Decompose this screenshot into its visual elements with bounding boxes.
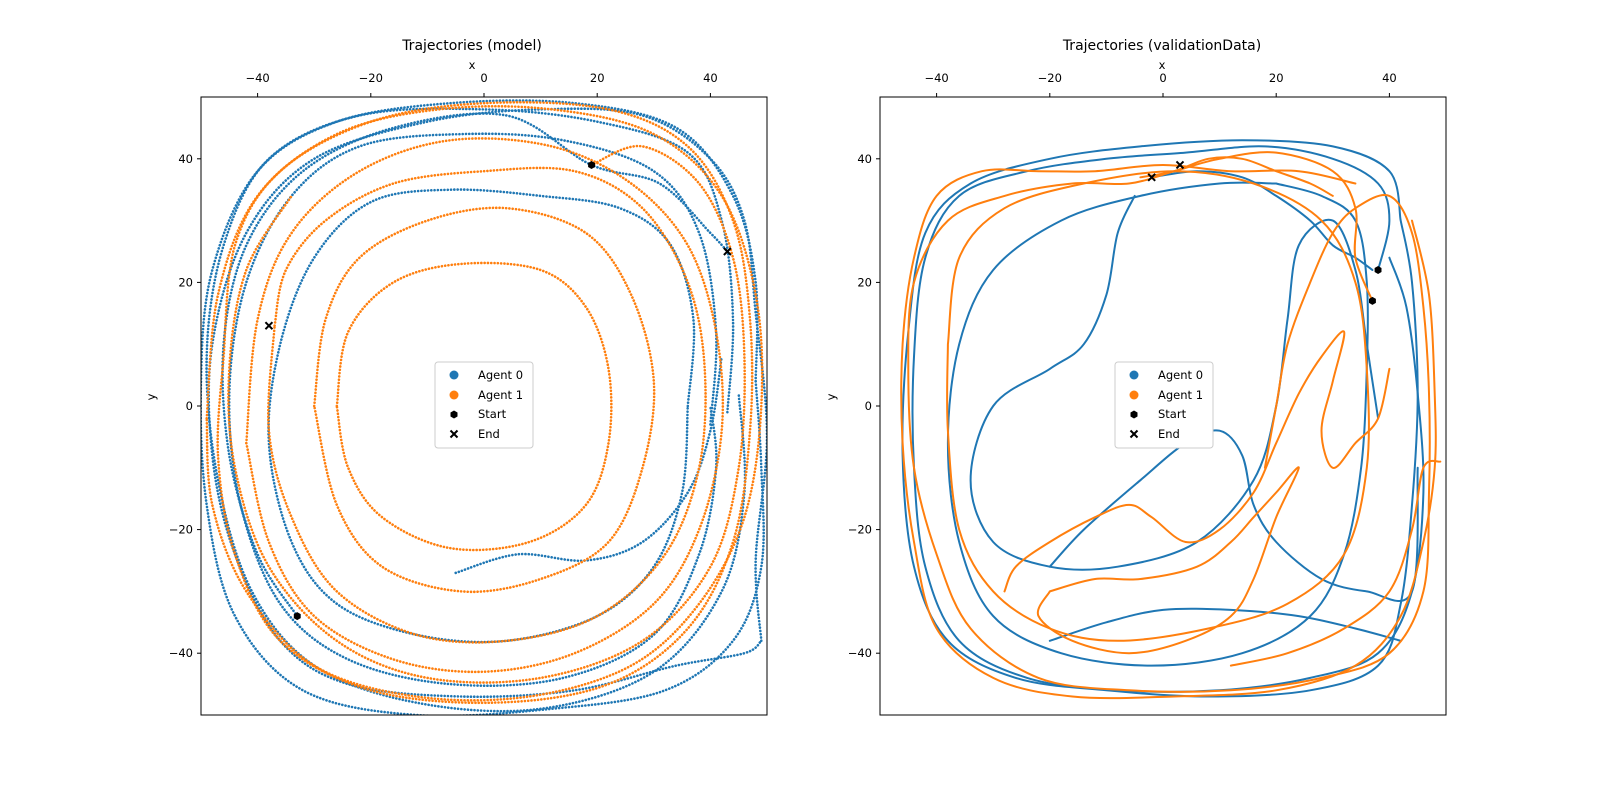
legend-label-end: End [1158,427,1180,441]
y-tick-label: 0 [865,399,872,413]
trajectory-agent-1 [335,261,613,552]
x-tick-label: −20 [1038,71,1062,85]
x-tick-label: 20 [1269,71,1284,85]
trajectory-agent-1 [1036,466,1300,655]
legend-marker-agent-1 [449,390,459,400]
legend-marker-end [1129,429,1139,439]
trajectory-agent-1 [1003,330,1391,593]
x-axis-label: x [469,58,476,72]
trajectory-agent-1 [946,170,1370,642]
end-marker [723,247,732,256]
axes-frame [200,96,768,716]
end-marker [264,321,274,330]
x-tick-label: −20 [359,71,383,85]
start-marker [1374,266,1382,274]
y-tick-label: −40 [169,646,193,660]
chart-validation-data: Trajectories (validationData) x y −40 −2… [824,38,1447,716]
y-ticks: 40 20 0 −20 −40 [848,152,872,660]
y-tick-label: 20 [178,275,193,289]
chart-title: Trajectories (model) [401,38,542,54]
legend-label-agent-1: Agent 1 [478,388,523,402]
start-marker [1369,296,1376,305]
legend-label-agent-0: Agent 0 [1158,368,1203,382]
trajectory-agent-0 [221,112,729,618]
y-ticks: 40 20 0 −20 −40 [169,152,193,660]
trajectory-agent-1 [205,104,764,702]
y-tick-label: 0 [186,399,193,413]
x-tick-label: 0 [1159,71,1166,85]
trajectory-agent-0 [969,194,1380,571]
y-axis-label: y [144,393,158,400]
legend-label-agent-0: Agent 0 [478,368,523,382]
y-tick-label: −20 [848,523,872,537]
y-tick-label: 40 [857,152,872,166]
start-marker [588,161,595,169]
end-marker [1147,173,1156,182]
trajectory-agent-1 [266,166,707,644]
y-tick-label: −20 [169,523,193,537]
chart-model: Trajectories (model) x y −40 −20 0 20 40… [144,38,768,716]
legend-marker-start [1130,410,1138,419]
trajectory-agent-1 [1229,459,1442,667]
trajectory-agent-0 [946,181,1369,667]
trajectory-agent-0 [1048,429,1419,603]
legend: Agent 0 Agent 1 Start End [1114,361,1214,449]
trajectory-agent-0 [1150,170,1374,271]
x-tick-label: 40 [1382,71,1397,85]
legend-marker-agent-0 [449,370,459,380]
trajectory-agent-0 [207,107,767,699]
x-axis-label: x [1159,58,1166,72]
chart-title: Trajectories (validationData) [1062,38,1261,54]
legend-marker-agent-1 [1129,390,1139,400]
legend-box [434,361,534,449]
y-axis-label: y [824,393,838,400]
x-tick-label: 0 [480,71,487,85]
trajectory-agent-0 [1048,607,1402,642]
x-tick-label: −40 [245,71,269,85]
x-tick-label: −40 [924,71,948,85]
x-tick-label: 20 [590,71,605,85]
end-marker [1175,160,1185,170]
trajectory-agent-1 [312,206,656,594]
y-tick-label: −40 [848,646,872,660]
plot-area [900,139,1442,700]
legend: Agent 0 Agent 1 Start End [434,361,534,449]
legend-marker-end [449,429,459,439]
start-marker [293,612,301,621]
trajectory-agent-0 [454,355,723,575]
x-tick-label: 40 [703,71,718,85]
axes-frame [879,96,1447,716]
legend-label-start: Start [478,407,507,421]
y-tick-label: 40 [178,152,193,166]
trajectory-agent-1 [1139,156,1334,197]
legend-marker-agent-0 [1129,370,1139,380]
legend-box [1114,361,1214,449]
legend-label-end: End [478,427,500,441]
legend-label-start: Start [1158,407,1187,421]
x-ticks: −40 −20 0 20 40 [924,71,1396,85]
legend-label-agent-1: Agent 1 [1158,388,1203,402]
y-tick-label: 20 [857,275,872,289]
x-ticks: −40 −20 0 20 40 [245,71,717,85]
trajectory-agent-1 [245,137,725,674]
trajectory-agent-1 [900,164,1437,700]
legend-marker-start [450,410,458,419]
